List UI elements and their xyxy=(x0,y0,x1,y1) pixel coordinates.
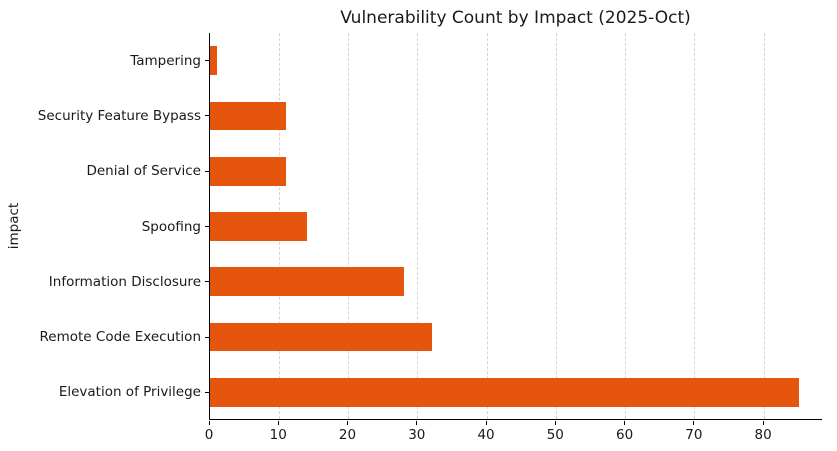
x-tick-mark xyxy=(624,421,626,425)
y-tick-mark xyxy=(205,281,209,283)
y-tick-label: Security Feature Bypass xyxy=(37,107,201,124)
gridline xyxy=(348,33,350,419)
x-tick-label: 70 xyxy=(685,427,703,443)
y-tick-mark xyxy=(205,336,209,338)
x-tick-label: 60 xyxy=(615,427,634,443)
gridline xyxy=(763,33,765,419)
gridline xyxy=(625,33,627,419)
x-tick-mark xyxy=(554,421,556,425)
y-tick-mark xyxy=(205,60,209,62)
bar-information-disclosure xyxy=(210,267,404,297)
x-tick-label: 0 xyxy=(204,427,214,443)
y-tick-label: Remote Code Execution xyxy=(39,329,201,346)
chart-title: Vulnerability Count by Impact (2025-Oct) xyxy=(340,8,691,28)
y-tick-label: Information Disclosure xyxy=(48,273,201,290)
gridline xyxy=(555,33,557,419)
x-tick-mark xyxy=(208,421,210,425)
y-tick-label: Spoofing xyxy=(141,218,201,235)
y-tick-mark xyxy=(205,170,209,172)
bar-elevation-of-privilege xyxy=(210,377,799,407)
y-tick-label: Elevation of Privilege xyxy=(58,384,201,401)
x-tick-mark xyxy=(485,421,487,425)
y-tick-mark xyxy=(205,115,209,117)
bar-remote-code-execution xyxy=(210,322,432,352)
y-tick-mark xyxy=(205,391,209,393)
bar-denial-of-service xyxy=(210,156,287,186)
gridline xyxy=(417,33,419,419)
bar-security-feature-bypass xyxy=(210,101,287,131)
y-tick-label: Denial of Service xyxy=(86,163,201,180)
y-tick-label: Tampering xyxy=(130,52,201,69)
x-tick-label: 40 xyxy=(477,427,495,443)
x-tick-mark xyxy=(762,421,764,425)
x-tick-mark xyxy=(277,421,279,425)
bar-spoofing xyxy=(210,212,307,241)
x-tick-mark xyxy=(416,421,418,425)
x-tick-label: 50 xyxy=(546,427,564,443)
plot-area xyxy=(209,33,822,420)
gridline xyxy=(486,33,488,419)
bar-tampering xyxy=(210,46,217,75)
x-tick-label: 20 xyxy=(338,427,357,443)
x-tick-label: 80 xyxy=(754,427,772,443)
x-tick-label: 10 xyxy=(269,427,287,443)
y-tick-mark xyxy=(205,226,209,227)
gridline xyxy=(694,33,696,419)
x-tick-label: 30 xyxy=(408,427,426,443)
x-tick-mark xyxy=(693,421,695,425)
x-tick-mark xyxy=(347,421,349,425)
